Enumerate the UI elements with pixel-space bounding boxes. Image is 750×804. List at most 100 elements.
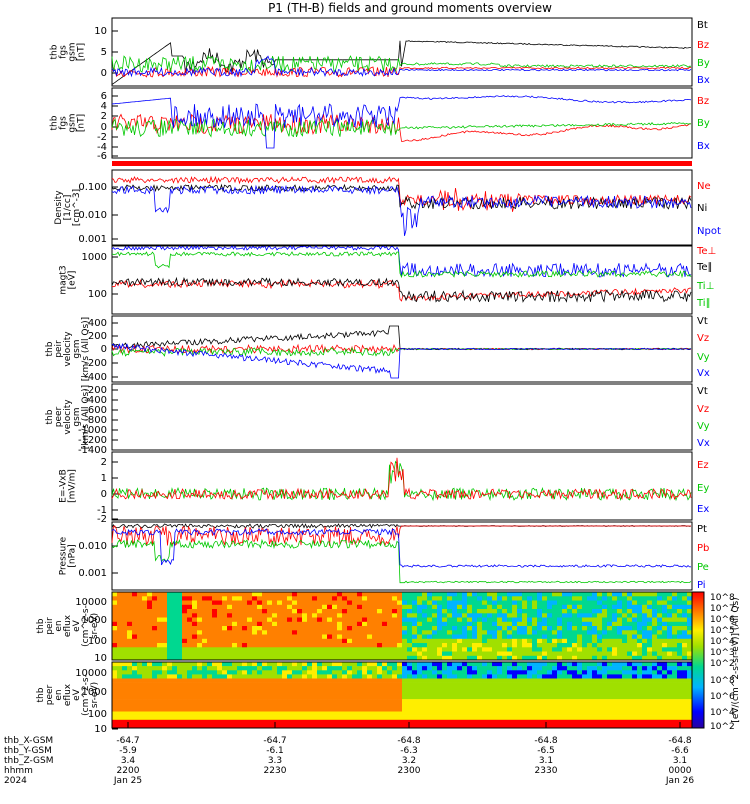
spectrogram-cell (417, 604, 423, 610)
spectrogram-cell (392, 707, 398, 712)
spectrogram-cell (422, 690, 428, 696)
spectrogram-cell (217, 647, 223, 652)
spectrogram-cell (647, 643, 653, 648)
spectrogram-cell (312, 655, 318, 661)
spectrogram-cell (227, 592, 233, 597)
spectrogram-cell (192, 707, 198, 712)
spectrogram-cell (457, 719, 463, 725)
spectrogram-cell (167, 630, 173, 635)
y-tick-label: 400 (88, 318, 107, 329)
spectrogram-cell (352, 678, 358, 683)
spectrogram-cell (482, 621, 488, 627)
spectrogram-cell (332, 703, 338, 708)
spectrogram-cell (362, 600, 368, 606)
spectrogram-cell (237, 703, 243, 708)
spectrogram-cell (567, 690, 573, 696)
spectrogram-cell (217, 613, 223, 618)
spectrogram-cell (522, 651, 528, 657)
spectrogram-cell (242, 604, 248, 610)
spectrogram-cell (112, 666, 118, 671)
spectrogram-cell (232, 609, 238, 614)
spectrogram-cell (452, 699, 458, 704)
spectrogram-cell (137, 638, 143, 644)
spectrogram-cell (492, 682, 498, 688)
spectrogram-cell (222, 617, 228, 623)
ephemeris-value: -6.1 (266, 746, 284, 756)
spectrogram-cell (142, 596, 148, 601)
spectrogram-cell (227, 643, 233, 648)
spectrogram-cell (352, 638, 358, 644)
spectrogram-cell (302, 707, 308, 712)
spectrogram-cell (257, 651, 263, 657)
spectrogram-cell (197, 655, 203, 661)
spectrogram-cell (632, 634, 638, 640)
spectrogram-cell (277, 723, 283, 729)
spectrogram-cell (147, 630, 153, 635)
spectrogram-cell (657, 686, 663, 692)
spectrogram-cell (227, 621, 233, 627)
spectrogram-cell (632, 604, 638, 610)
spectrogram-cell (492, 674, 498, 679)
spectrogram-cell (212, 707, 218, 712)
spectrogram-cell (362, 715, 368, 721)
spectrogram-cell (452, 655, 458, 661)
spectrogram-cell (542, 609, 548, 614)
spectrogram-cell (132, 592, 138, 597)
spectrogram-cell (587, 662, 593, 667)
spectrogram-cell (332, 678, 338, 683)
spectrogram-cell (207, 613, 213, 618)
spectrogram-cell (237, 686, 243, 692)
spectrogram-cell (147, 719, 153, 725)
series-group (111, 523, 692, 584)
spectrogram-cell (312, 592, 318, 597)
spectrogram-cell (207, 626, 213, 631)
spectrogram-cell (182, 592, 188, 597)
spectrogram-cell (222, 703, 228, 708)
spectrogram-cell (162, 647, 168, 652)
spectrogram-cell (477, 695, 483, 700)
spectrogram-cell (687, 662, 693, 667)
spectrogram-cell (567, 719, 573, 725)
colorbar-tick: 10^6 (710, 615, 735, 625)
spectrogram-cell (307, 592, 313, 597)
spectrogram-cell (112, 703, 118, 708)
spectrogram-cell (357, 711, 363, 716)
spectrogram-cell (352, 723, 358, 729)
spectrogram-cell (477, 613, 483, 618)
spectrogram-cell (557, 651, 563, 657)
spectrogram-cell (172, 666, 178, 671)
spectrogram-cell (402, 690, 408, 696)
spectrogram-cell (217, 626, 223, 631)
spectrogram-cell (252, 647, 258, 652)
energy-flux-colorbar: 10^810^710^610^510^410^310^210^810^610^4… (691, 591, 741, 732)
spectrogram-cell (227, 719, 233, 725)
spectrogram-cell (322, 707, 328, 712)
spectrogram-cell (227, 651, 233, 657)
spectrogram-cell (662, 638, 668, 644)
spectrogram-cell (387, 670, 393, 675)
spectrogram-cell (597, 699, 603, 704)
spectrogram-cell (462, 662, 468, 667)
spectrogram-cell (127, 662, 133, 667)
spectrogram-cell (152, 604, 158, 610)
spectrogram-cell (182, 678, 188, 683)
spectrogram-cell (182, 674, 188, 679)
spectrogram-cell (652, 613, 658, 618)
spectrogram-cell (317, 666, 323, 671)
spectrogram-cell (257, 638, 263, 644)
spectrogram-cell (542, 634, 548, 640)
spectrogram-cell (267, 670, 273, 675)
spectrogram-cell (437, 703, 443, 708)
spectrogram-cell (462, 600, 468, 606)
spectrogram-cell (242, 670, 248, 675)
spectrogram-cell (277, 630, 283, 635)
spectrogram-cell (487, 699, 493, 704)
spectrogram-cell (152, 643, 158, 648)
spectrogram-cell (427, 596, 433, 601)
spectrogram-cell (477, 723, 483, 729)
spectrogram-cell (177, 723, 183, 729)
spectrogram-cell (127, 670, 133, 675)
spectrogram-cell (292, 674, 298, 679)
colorbar-tick: 10^8 (710, 676, 735, 686)
spectrogram-cell (512, 699, 518, 704)
